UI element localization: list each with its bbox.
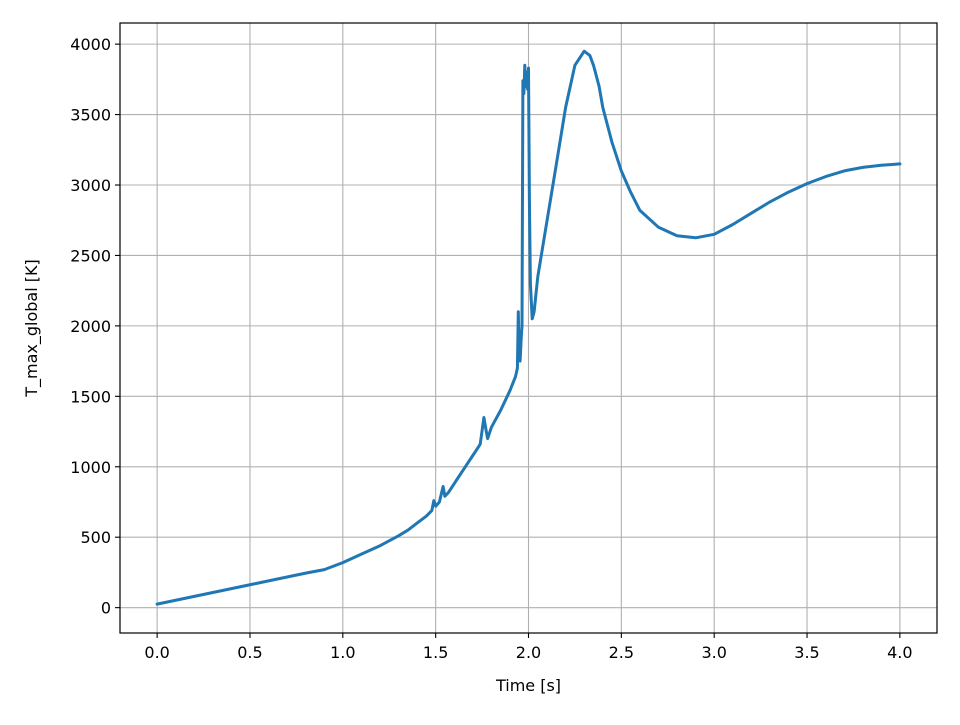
x-tick-label: 1.5 <box>423 643 448 662</box>
y-tick-label: 500 <box>80 528 111 547</box>
x-tick-label: 3.5 <box>794 643 819 662</box>
ticks: 0.0 0.5 1.0 1.5 2.0 2.5 3.0 3.5 4.0 0 500 1000 1500 2… <box>70 35 912 662</box>
x-tick-label: 2.0 <box>516 643 541 662</box>
series-line <box>155 49 902 606</box>
y-tick-label: 3000 <box>70 176 111 195</box>
x-tick-label: 3.0 <box>701 643 726 662</box>
y-tick-label: 1000 <box>70 458 111 477</box>
y-tick-label: 4000 <box>70 35 111 54</box>
x-tick-label: 4.0 <box>887 643 912 662</box>
y-tick-label: 1500 <box>70 387 111 406</box>
y-tick-label: 3500 <box>70 106 111 125</box>
y-tick-label: 0 <box>101 599 111 618</box>
x-tick-label: 2.5 <box>609 643 634 662</box>
x-axis-label: Time [s] <box>495 676 561 695</box>
x-tick-label: 1.0 <box>330 643 355 662</box>
series-layer <box>155 49 902 606</box>
y-tick-label: 2000 <box>70 317 111 336</box>
y-tick-label: 2500 <box>70 246 111 265</box>
y-axis-label: T_max_global [K] <box>22 259 42 398</box>
x-tick-label: 0.5 <box>237 643 262 662</box>
x-tick-label: 0.0 <box>144 643 169 662</box>
